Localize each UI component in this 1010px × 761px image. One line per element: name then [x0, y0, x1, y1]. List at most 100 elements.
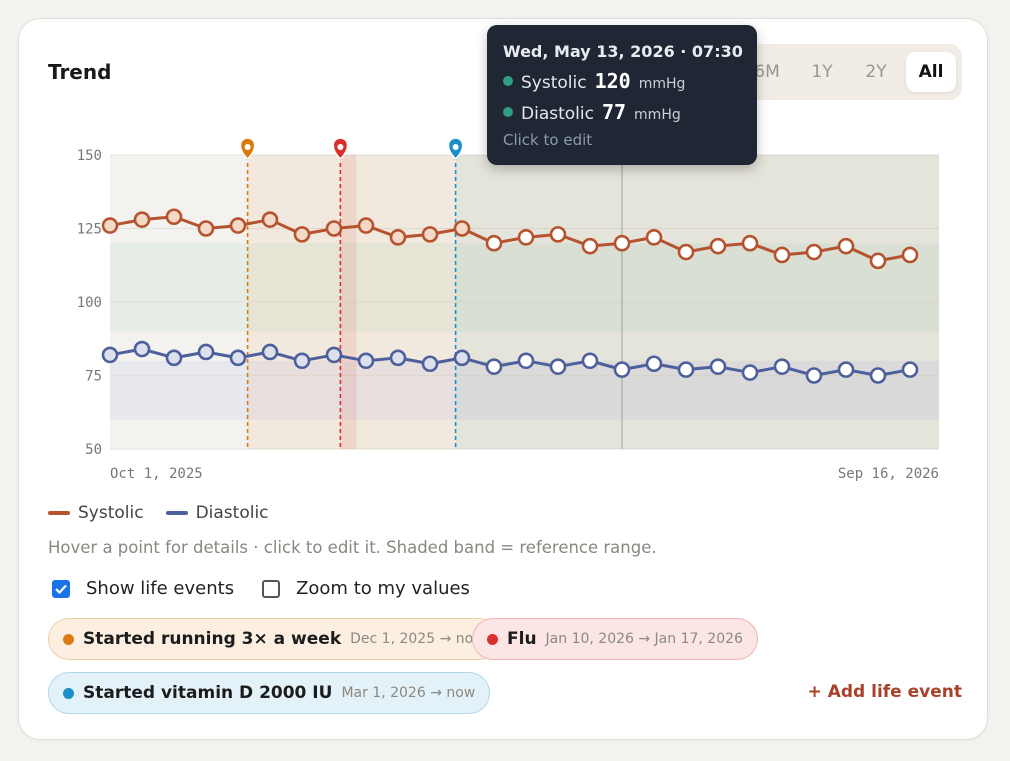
diastolic-point: [517, 352, 535, 370]
show-life-events-option[interactable]: Show life events: [52, 578, 234, 599]
systolic-point: [485, 234, 503, 252]
tooltip-diastolic-row: Diastolic 77 mmHg: [503, 100, 681, 124]
life-event-dates: Mar 1, 2026 → now: [341, 685, 476, 701]
systolic-point: [101, 217, 119, 234]
chart-options: Show life events Zoom to my values: [52, 578, 498, 599]
event-pin-dot-icon: [452, 144, 459, 150]
card-title: Trend: [48, 60, 112, 84]
systolic-point: [421, 226, 439, 243]
systolic-point: [389, 229, 407, 246]
tooltip-systolic-row: Systolic 120 mmHg: [503, 69, 685, 93]
event-dot-icon: [487, 633, 498, 645]
chart-hint: Hover a point for details · click to edi…: [48, 538, 657, 557]
vitamin-event-shading: [455, 155, 939, 449]
tooltip-systolic-value: 120: [594, 69, 631, 93]
tooltip-unit: mmHg: [634, 107, 681, 123]
tooltip-diastolic-label: Diastolic: [521, 104, 594, 124]
diastolic-point: [293, 352, 311, 370]
diastolic-point: [677, 361, 695, 378]
y-tick-label: 75: [85, 369, 102, 385]
range-2y-button[interactable]: 2Y: [865, 62, 887, 82]
life-event-chip[interactable]: Started running 3× a week Dec 1, 2025 → …: [48, 618, 500, 660]
diastolic-point: [453, 349, 471, 367]
range-1y-button[interactable]: 1Y: [811, 62, 833, 82]
chart-legend: Systolic Diastolic: [48, 503, 269, 523]
range-selector: 6M 1Y 2Y All: [642, 44, 962, 100]
y-tick-label: 100: [77, 295, 102, 311]
diastolic-point: [421, 355, 439, 373]
systolic-point: [325, 220, 343, 237]
systolic-point: [197, 220, 215, 237]
y-tick-label: 150: [77, 148, 102, 164]
systolic-point: [869, 252, 887, 270]
systolic-point: [357, 217, 375, 234]
diastolic-point: [869, 367, 887, 384]
systolic-dot-icon: [503, 76, 513, 86]
life-event-chip[interactable]: Started vitamin D 2000 IU Mar 1, 2026 → …: [48, 672, 491, 714]
tooltip-header: Wed, May 13, 2026 · 07:30: [503, 42, 743, 61]
systolic-point: [293, 226, 311, 243]
checkmark-icon: [55, 584, 67, 594]
systolic-point: [773, 246, 791, 264]
life-event-dates: Dec 1, 2025 → now: [350, 631, 485, 647]
diastolic-point: [229, 349, 247, 367]
life-event-name: Started running 3× a week: [83, 629, 342, 649]
diastolic-point: [389, 349, 407, 367]
add-life-event-button[interactable]: + Add life event: [807, 682, 962, 702]
diastolic-point: [325, 346, 343, 364]
diastolic-dot-icon: [503, 107, 513, 117]
diastolic-point: [549, 358, 567, 375]
systolic-point: [453, 220, 471, 237]
systolic-swatch-icon: [48, 511, 70, 515]
diastolic-point: [165, 349, 183, 367]
systolic-point: [645, 229, 663, 246]
diastolic-point: [741, 364, 759, 381]
systolic-point: [581, 237, 599, 255]
life-event-dates: Jan 10, 2026 → Jan 17, 2026: [545, 631, 743, 647]
y-tick-label: 50: [85, 442, 102, 458]
systolic-point: [805, 243, 823, 261]
x-end-label: Sep 16, 2026: [838, 466, 939, 482]
systolic-point: [709, 237, 727, 255]
flu-event-shading: [340, 155, 357, 449]
y-tick-label: 125: [77, 222, 102, 238]
zoom-to-values-option[interactable]: Zoom to my values: [262, 578, 470, 599]
range-6m-button[interactable]: 6M: [754, 62, 780, 82]
tooltip-diastolic-value: 77: [601, 100, 627, 124]
systolic-point: [261, 211, 279, 228]
systolic-point: [901, 246, 919, 264]
diastolic-point: [101, 346, 119, 364]
event-pin-dot-icon: [337, 144, 344, 150]
diastolic-point: [197, 343, 215, 361]
x-start-label: Oct 1, 2025: [110, 466, 203, 482]
event-dot-icon: [63, 633, 74, 645]
systolic-point: [165, 208, 183, 226]
diastolic-point: [613, 361, 631, 378]
diastolic-point: [357, 352, 375, 370]
systolic-point: [133, 211, 151, 228]
life-event-name: Flu: [507, 629, 537, 649]
show-life-events-label: Show life events: [86, 578, 235, 599]
tooltip-footer: Click to edit: [503, 131, 593, 149]
systolic-point: [837, 237, 855, 255]
legend-systolic-label: Systolic: [78, 503, 144, 523]
point-tooltip: Wed, May 13, 2026 · 07:30 Systolic 120 m…: [487, 25, 757, 165]
systolic-point: [741, 234, 759, 252]
tooltip-unit: mmHg: [638, 76, 686, 92]
range-all-button[interactable]: All: [906, 52, 956, 92]
legend-diastolic-label: Diastolic: [195, 503, 269, 523]
diastolic-point: [485, 358, 503, 375]
systolic-point: [517, 229, 535, 246]
running-event-shading: [247, 155, 940, 449]
systolic-point: [549, 226, 567, 243]
show-life-events-checkbox[interactable]: [52, 579, 70, 598]
diastolic-point: [581, 352, 599, 370]
event-dot-icon: [63, 687, 74, 699]
diastolic-point: [901, 361, 919, 378]
diastolic-point: [837, 361, 855, 378]
life-event-chip[interactable]: Flu Jan 10, 2026 → Jan 17, 2026: [472, 618, 758, 660]
trend-chart[interactable]: 50 75 100 125 150 Oct 1, 2025 Sep 16, 2026: [0, 0, 1010, 500]
diastolic-point: [645, 355, 663, 373]
zoom-to-values-checkbox[interactable]: [262, 579, 281, 598]
legend-diastolic: Diastolic: [165, 503, 269, 523]
